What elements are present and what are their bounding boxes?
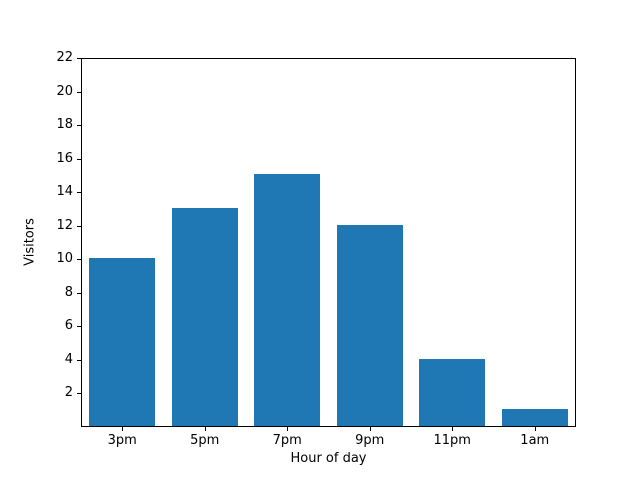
y-tick-mark	[77, 359, 81, 361]
x-tick-label: 3pm	[107, 433, 137, 448]
y-tick-label: 2	[64, 385, 73, 401]
x-tick-label: 11pm	[433, 433, 471, 448]
bar-7pm	[254, 174, 321, 426]
y-tick-mark	[77, 91, 81, 93]
y-tick-mark	[77, 225, 81, 227]
y-tick-mark	[77, 192, 81, 194]
y-tick-label: 6	[64, 318, 73, 334]
bar-9pm	[336, 224, 403, 426]
x-tick-label: 1am	[520, 433, 550, 448]
x-tick-label: 9pm	[355, 433, 385, 448]
bar-1am	[501, 409, 568, 426]
y-tick-label: 10	[56, 251, 73, 267]
y-tick-mark	[77, 393, 81, 395]
x-tick-mark	[369, 427, 371, 431]
bar-5pm	[171, 207, 238, 426]
y-tick-label: 22	[56, 50, 73, 65]
x-tick-mark	[534, 427, 536, 431]
y-tick-mark	[77, 326, 81, 328]
y-tick-label: 12	[56, 217, 73, 233]
x-tick-mark	[122, 427, 124, 431]
y-tick-mark	[77, 125, 81, 127]
y-tick-label: 8	[64, 284, 73, 300]
y-tick-mark	[77, 58, 81, 59]
plot-area	[81, 58, 576, 427]
x-tick-mark	[287, 427, 289, 431]
y-tick-mark	[77, 259, 81, 261]
y-tick-mark	[77, 292, 81, 294]
bar-11pm	[419, 358, 486, 426]
x-axis-label: Hour of day	[290, 451, 367, 466]
y-tick-mark	[77, 158, 81, 160]
x-tick-label: 7pm	[272, 433, 302, 448]
y-tick-label: 4	[64, 351, 73, 367]
bar-3pm	[89, 258, 156, 426]
x-tick-mark	[452, 427, 454, 431]
x-tick-mark	[204, 427, 206, 431]
y-tick-label: 16	[56, 150, 73, 166]
x-tick-label: 5pm	[190, 433, 220, 448]
y-tick-label: 18	[56, 117, 73, 133]
y-tick-label: 20	[56, 83, 73, 99]
y-tick-label: 14	[56, 184, 73, 200]
